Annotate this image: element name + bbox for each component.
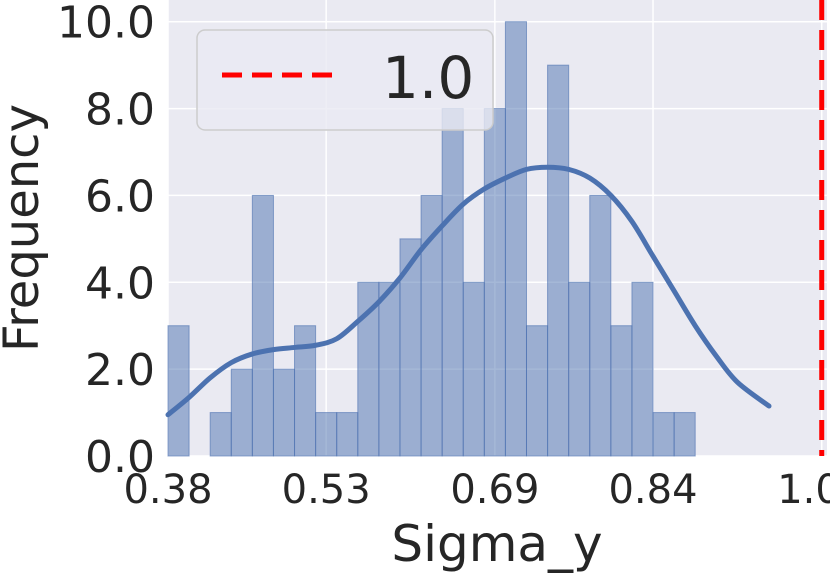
histogram-bar-22 bbox=[631, 281, 654, 457]
x-tick-label-1: 0.53 bbox=[282, 467, 371, 513]
histogram-bar-14 bbox=[462, 281, 485, 457]
y-tick-label-5: 10.0 bbox=[57, 0, 155, 49]
legend-box bbox=[196, 29, 494, 131]
histogram-bar-24 bbox=[673, 412, 696, 457]
histogram-bar-13 bbox=[441, 108, 464, 457]
histogram-bar-5 bbox=[272, 368, 296, 457]
x-axis-label: Sigma_y bbox=[391, 515, 602, 573]
legend: 1.0 bbox=[196, 29, 494, 131]
histogram-bar-4 bbox=[251, 194, 274, 457]
histogram-bars bbox=[167, 21, 696, 457]
y-tick-label-3: 6.0 bbox=[85, 171, 155, 222]
histogram-bar-7 bbox=[315, 412, 338, 457]
y-tick-label-4: 8.0 bbox=[85, 85, 155, 136]
histogram-bar-3 bbox=[230, 368, 253, 457]
histogram-bar-20 bbox=[589, 194, 612, 457]
histogram-bar-23 bbox=[652, 412, 675, 457]
histogram-bar-17 bbox=[525, 325, 549, 457]
x-tick-labels: 0.38 0.53 0.69 0.84 1.00 bbox=[123, 467, 830, 513]
histogram-bar-2 bbox=[209, 412, 232, 457]
y-axis-label: Frequency bbox=[0, 104, 50, 352]
x-tick-label-4: 1.00 bbox=[777, 467, 830, 513]
histogram-bar-18 bbox=[547, 64, 570, 457]
kde-curve bbox=[165, 164, 772, 418]
histogram-bar-16 bbox=[504, 21, 527, 457]
histogram-bar-6 bbox=[294, 325, 317, 457]
legend-label: 1.0 bbox=[382, 44, 474, 112]
histogram-bar-21 bbox=[610, 325, 633, 457]
y-tick-label-2: 4.0 bbox=[85, 258, 155, 309]
y-tick-labels: 0.0 2.0 4.0 6.0 8.0 10.0 bbox=[57, 0, 155, 483]
histogram-bar-15 bbox=[483, 108, 506, 457]
histogram-bar-19 bbox=[568, 281, 591, 457]
x-tick-label-2: 0.69 bbox=[450, 467, 539, 513]
x-tick-label-3: 0.84 bbox=[608, 467, 697, 513]
histogram-bar-8 bbox=[336, 412, 359, 457]
histogram-bar-10 bbox=[378, 281, 401, 457]
y-tick-label-1: 2.0 bbox=[85, 345, 155, 396]
y-tick-label-0: 0.0 bbox=[85, 432, 155, 483]
x-tick-label-0: 0.38 bbox=[123, 467, 212, 513]
histogram-bar-0 bbox=[167, 325, 190, 457]
